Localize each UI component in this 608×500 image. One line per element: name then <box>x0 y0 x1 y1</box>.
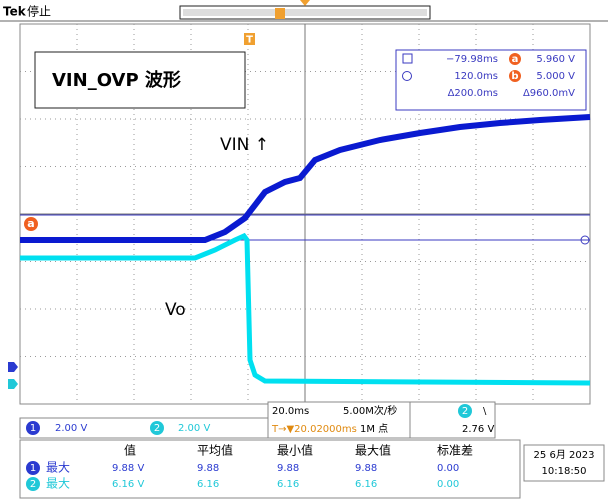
meas-name: 最大 <box>46 477 70 491</box>
meas-value: 0.00 <box>437 479 459 490</box>
trigger-badge <box>244 33 255 45</box>
meas-value: 6.16 <box>277 479 299 490</box>
vo-annotation: Vo <box>165 300 186 320</box>
ch2-scale: 2.00 V <box>178 423 210 434</box>
meas-ch-badge <box>26 461 40 475</box>
meas-value: 6.16 <box>197 479 219 490</box>
label-box <box>34 51 246 109</box>
meas-name: 最大 <box>46 461 70 475</box>
record-length: 1M 点 <box>360 423 388 435</box>
cursor-a-badge <box>24 217 38 231</box>
expand-marker <box>300 0 310 6</box>
vin-annotation: VIN ↑ <box>220 135 269 155</box>
trigger-ch-badge <box>458 404 472 418</box>
run-state: 停止 <box>27 4 51 19</box>
datetime-box <box>523 444 605 482</box>
time-scale: 20.0ms <box>272 406 309 417</box>
waveform-title: VIN_OVP 波形 <box>52 69 181 91</box>
marker-b: b <box>511 71 518 82</box>
ch1-marker <box>8 362 18 372</box>
brand: Tek <box>3 5 27 19</box>
meas-value: 9.88 <box>277 463 299 474</box>
record-window <box>183 9 427 16</box>
meas-ch-badge <box>26 477 40 491</box>
trigger-slope: \ <box>483 406 487 417</box>
meas-value: 6.16 V <box>112 479 144 490</box>
meas-header: 标准差 <box>437 444 473 458</box>
cursor-circle-icon <box>402 71 412 81</box>
cursor-a-volt: 5.960 V <box>536 54 575 65</box>
cursor-delta-time: Δ200.0ms <box>448 88 498 99</box>
trigger-box <box>409 401 496 439</box>
cursor-b-volt: 5.000 V <box>536 71 575 82</box>
measurement-cells: 值 平均值 最小值 最大值 标准差 1 最大 9.88 V 9.88 9.88 9.88 0.00 2 最… <box>26 443 473 491</box>
meas-value: 6.16 <box>355 479 377 490</box>
marker-a-badge <box>509 53 521 65</box>
meas-ch: 1 <box>30 463 36 474</box>
meas-value: 9.88 V <box>112 463 144 474</box>
meas-header: 值 <box>124 443 136 458</box>
trigger-level: 2.76 V <box>462 424 494 435</box>
meas-value: 9.88 <box>355 463 377 474</box>
ch2-waveform <box>20 232 591 386</box>
trigger-position: T→▼20.02000ms <box>271 424 357 435</box>
ch1-waveform <box>20 114 591 243</box>
ch1-badge <box>26 421 40 435</box>
cursor-a-time: −79.98ms <box>446 54 498 65</box>
trigger-marker: T <box>246 35 253 46</box>
meas-value: 0.00 <box>437 463 459 474</box>
timebase-box <box>267 401 411 439</box>
ch1-id: 1 <box>30 423 36 434</box>
sample-rate: 5.00M次/秒 <box>343 404 397 417</box>
marker-a: a <box>512 54 519 65</box>
meas-header: 最小值 <box>277 443 313 458</box>
meas-header: 平均值 <box>197 443 233 458</box>
time: 10:18:50 <box>542 466 587 477</box>
date: 25 6月 2023 <box>534 449 595 461</box>
cursor-square-icon <box>402 53 413 64</box>
ch2-badge <box>150 421 164 435</box>
cursor-b-end <box>580 235 590 245</box>
record-trigger <box>275 8 285 19</box>
trigger-channel: 2 <box>462 406 468 417</box>
ch2-marker <box>8 379 18 389</box>
meas-ch: 2 <box>30 479 36 490</box>
cursor-a-label: a <box>27 217 34 230</box>
ch2-id: 2 <box>154 423 160 434</box>
marker-b-badge <box>509 70 521 82</box>
cursor-delta-volt: Δ960.0mV <box>523 88 575 99</box>
cursor-readout <box>395 49 587 111</box>
measurement-table <box>19 439 521 499</box>
ch1-scale: 2.00 V <box>55 423 87 434</box>
meas-header: 最大值 <box>355 443 391 458</box>
cursor-b-time: 120.0ms <box>454 71 498 82</box>
meas-value: 9.88 <box>197 463 219 474</box>
